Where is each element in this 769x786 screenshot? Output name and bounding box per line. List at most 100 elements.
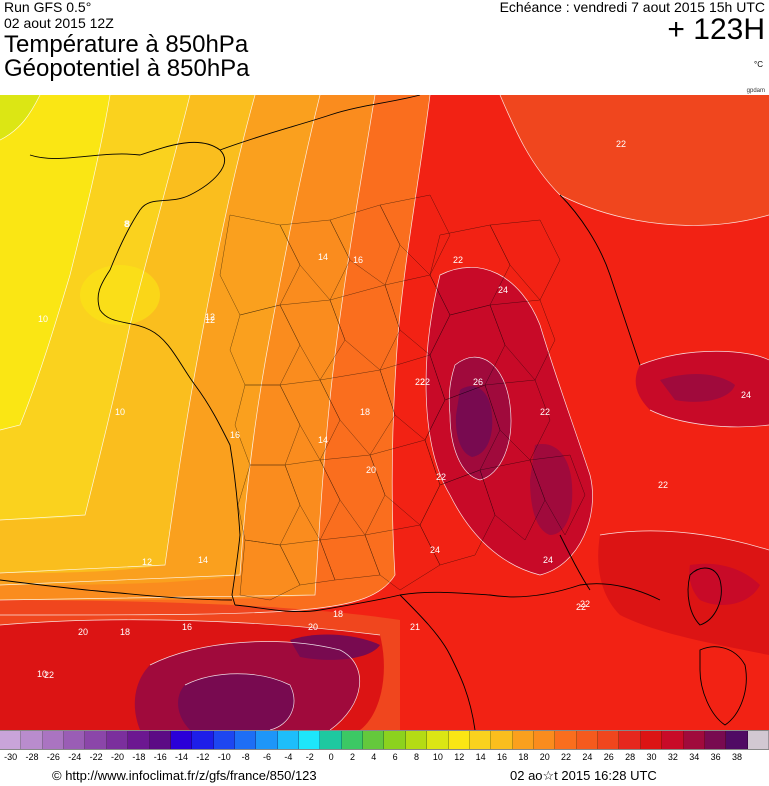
color-scale-tick: -26	[46, 752, 60, 762]
color-swatch	[363, 731, 385, 749]
field-8	[0, 95, 110, 430]
color-scale-tick: 32	[667, 752, 678, 762]
color-scale-tick: -20	[110, 752, 124, 762]
isotherm-label: 14	[198, 555, 208, 565]
coastline-channel	[219, 95, 421, 151]
department	[329, 284, 401, 371]
color-swatch	[149, 731, 171, 749]
isotherm-south-22	[0, 619, 381, 636]
isotherm-label: 8	[125, 219, 130, 229]
run-date: 02 aout 2015 12Z	[4, 15, 114, 31]
color-swatch	[128, 731, 150, 749]
color-swatch	[704, 731, 727, 749]
color-scale-tick: 16	[496, 752, 507, 762]
color-swatch	[0, 731, 22, 749]
color-scale-tick: 30	[646, 752, 657, 762]
isotherm-label: 22	[453, 255, 463, 265]
isotherm-label: 14	[318, 435, 328, 445]
isotherm-label: 22	[616, 139, 626, 149]
isotherm-12	[0, 95, 256, 574]
isotherm-label: 22	[415, 377, 425, 387]
isotherm-label: 8	[124, 219, 129, 229]
color-swatch	[555, 731, 577, 749]
isotherm-24	[425, 266, 593, 576]
field-spain-north-32	[290, 634, 380, 660]
color-swatch	[64, 731, 86, 749]
color-swatch	[170, 731, 193, 749]
coastline-west	[29, 141, 241, 606]
color-swatch	[427, 731, 449, 749]
color-swatch	[405, 731, 428, 749]
color-scale-tick: 34	[689, 752, 700, 762]
isotherm-spain-30	[184, 673, 295, 730]
header-right: Echéance : vendredi 7 aout 2015 15h UTC …	[500, 0, 765, 45]
field-brittany	[80, 265, 160, 325]
color-swatch	[448, 731, 470, 749]
isotherm-label: 12	[142, 557, 152, 567]
color-swatch	[341, 731, 364, 749]
color-scale-ticks: -30 -28 -26 -24 -22 -20 -18 -16 -14 -12 -10 -8 -6 -4-…	[0, 752, 769, 764]
sardinia	[699, 646, 747, 726]
source-url[interactable]: © http://www.infoclimat.fr/z/gfs/france/…	[52, 768, 317, 783]
isotherm-label: 12	[205, 312, 215, 322]
map-credit: gpdam	[746, 88, 765, 94]
color-swatch	[619, 731, 641, 749]
department	[489, 219, 561, 301]
color-scale-tick: -22	[89, 752, 103, 762]
isotherm-18	[0, 95, 431, 616]
color-scale-tick: -30	[4, 752, 18, 762]
isotherm-8	[0, 95, 111, 431]
corsica	[687, 567, 722, 626]
color-scale-tick: -6	[262, 752, 272, 762]
isotherm-label: 22	[580, 599, 590, 609]
isotherm-label: 24	[741, 390, 751, 400]
title-temperature: Température à 850hPa	[4, 31, 249, 58]
color-swatch	[234, 731, 257, 749]
color-swatch	[106, 731, 129, 749]
isotherm-label: 12	[205, 315, 215, 325]
color-swatch	[213, 731, 235, 749]
color-swatch	[21, 731, 43, 749]
isotherm-label-group: 8 10 12 14 16 18 20 22 24 26 12 10 14 16…	[37, 139, 751, 680]
border-italy	[559, 534, 591, 591]
color-scale-tick: 8	[414, 752, 420, 762]
color-swatch	[662, 731, 684, 749]
field-6	[0, 95, 40, 140]
field-corsica-24	[598, 530, 769, 655]
color-scale-tick: 14	[475, 752, 486, 762]
color-swatch	[469, 731, 492, 749]
color-swatch	[726, 731, 748, 749]
border-germany	[559, 194, 641, 366]
isotherm-label: 10	[37, 669, 47, 679]
isotherm-label: 16	[230, 430, 240, 440]
color-scale-tick: -28	[25, 752, 39, 762]
color-swatch	[256, 731, 278, 749]
color-scale-tick: 10	[432, 752, 443, 762]
isotherm-label: 18	[120, 627, 130, 637]
department	[239, 539, 301, 601]
coastline-spain-east	[399, 594, 476, 730]
isotherm-label: 24	[430, 545, 440, 555]
color-swatch	[192, 731, 214, 749]
color-scale-tick: 24	[582, 752, 593, 762]
color-swatch	[491, 731, 513, 749]
color-swatch	[533, 731, 556, 749]
unit-label: °C	[754, 60, 763, 69]
color-scale	[0, 730, 769, 750]
isotherm-label: 24	[543, 555, 553, 565]
color-scale-tick: 18	[518, 752, 529, 762]
department	[489, 299, 556, 381]
isotherm-label: 18	[360, 407, 370, 417]
color-scale-tick: 4	[371, 752, 377, 762]
isotherm-spain-28	[149, 641, 361, 730]
department	[279, 299, 346, 381]
department	[379, 194, 451, 276]
isotherm-label: 24	[498, 285, 508, 295]
color-scale-tick: -12	[196, 752, 210, 762]
isotherm-label: 20	[78, 627, 88, 637]
color-swatch	[576, 731, 599, 749]
field-north-20	[500, 95, 769, 226]
field-alps-28	[530, 444, 573, 535]
isotherm-20	[499, 95, 769, 226]
isotherm-label: 16	[353, 255, 363, 265]
